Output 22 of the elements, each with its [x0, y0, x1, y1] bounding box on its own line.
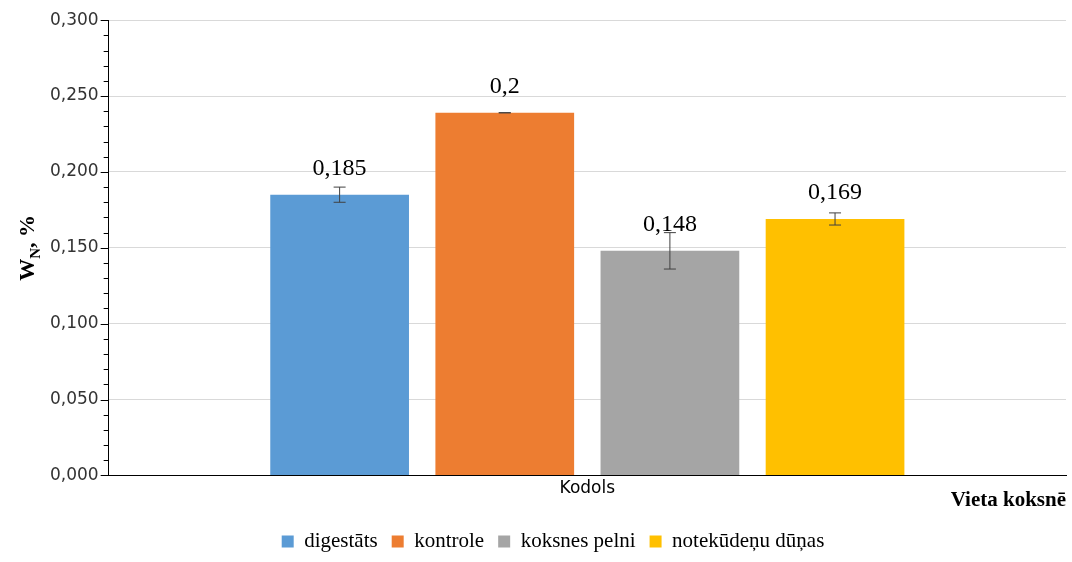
- y-axis-title: WN, %: [14, 214, 43, 281]
- y-tick-label: 0,050: [50, 387, 99, 408]
- y-tick-label: 0,000: [50, 463, 99, 484]
- x-axis-title: Vieta koksnē: [950, 486, 1066, 511]
- y-tick-label: 0,150: [50, 236, 99, 257]
- x-tick-label: Kodols: [559, 477, 616, 498]
- data-label: 0,2: [489, 72, 520, 99]
- legend-label: digestāts: [304, 528, 378, 553]
- legend-label: notekūdeņu dūņas: [672, 528, 825, 553]
- bar: [600, 250, 740, 475]
- data-label: 0,169: [808, 178, 863, 205]
- data-label: 0,185: [312, 153, 367, 180]
- data-label: 0,148: [642, 210, 697, 237]
- y-tick-label: 0,200: [50, 160, 99, 181]
- bar: [765, 218, 905, 475]
- legend-label: kontrole: [414, 528, 485, 553]
- legend-label: koksnes pelni: [520, 528, 636, 553]
- y-tick-label: 0,300: [50, 8, 99, 29]
- y-tick-label: 0,250: [50, 84, 99, 105]
- y-tick-label: 0,100: [50, 312, 99, 333]
- bar: [435, 112, 575, 475]
- bar: [270, 194, 409, 475]
